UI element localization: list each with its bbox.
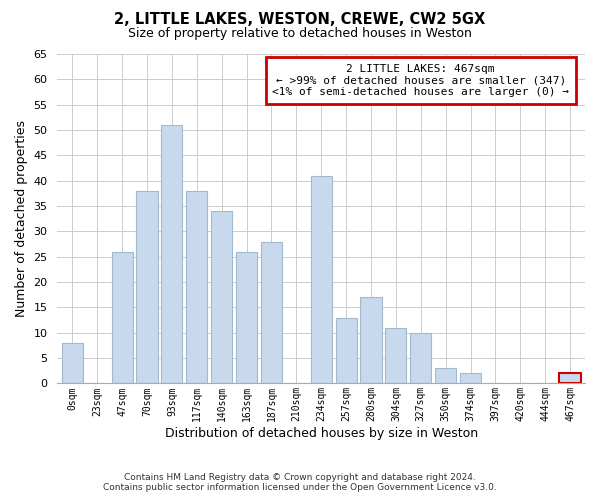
Bar bbox=[460, 374, 481, 384]
Bar bbox=[211, 211, 232, 384]
Bar bbox=[112, 252, 133, 384]
Bar bbox=[435, 368, 456, 384]
Bar bbox=[385, 328, 406, 384]
X-axis label: Distribution of detached houses by size in Weston: Distribution of detached houses by size … bbox=[164, 427, 478, 440]
Text: Size of property relative to detached houses in Weston: Size of property relative to detached ho… bbox=[128, 28, 472, 40]
Bar bbox=[62, 343, 83, 384]
Text: 2, LITTLE LAKES, WESTON, CREWE, CW2 5GX: 2, LITTLE LAKES, WESTON, CREWE, CW2 5GX bbox=[115, 12, 485, 28]
Bar bbox=[236, 252, 257, 384]
Bar bbox=[311, 176, 332, 384]
Bar bbox=[261, 242, 282, 384]
Y-axis label: Number of detached properties: Number of detached properties bbox=[15, 120, 28, 317]
Text: 2 LITTLE LAKES: 467sqm
← >99% of detached houses are smaller (347)
<1% of semi-d: 2 LITTLE LAKES: 467sqm ← >99% of detache… bbox=[272, 64, 569, 97]
Bar bbox=[136, 191, 158, 384]
Bar bbox=[186, 191, 208, 384]
Bar bbox=[361, 298, 382, 384]
Bar bbox=[335, 318, 356, 384]
Bar bbox=[410, 332, 431, 384]
Bar bbox=[559, 374, 581, 384]
Text: Contains HM Land Registry data © Crown copyright and database right 2024.
Contai: Contains HM Land Registry data © Crown c… bbox=[103, 473, 497, 492]
Bar bbox=[161, 125, 182, 384]
